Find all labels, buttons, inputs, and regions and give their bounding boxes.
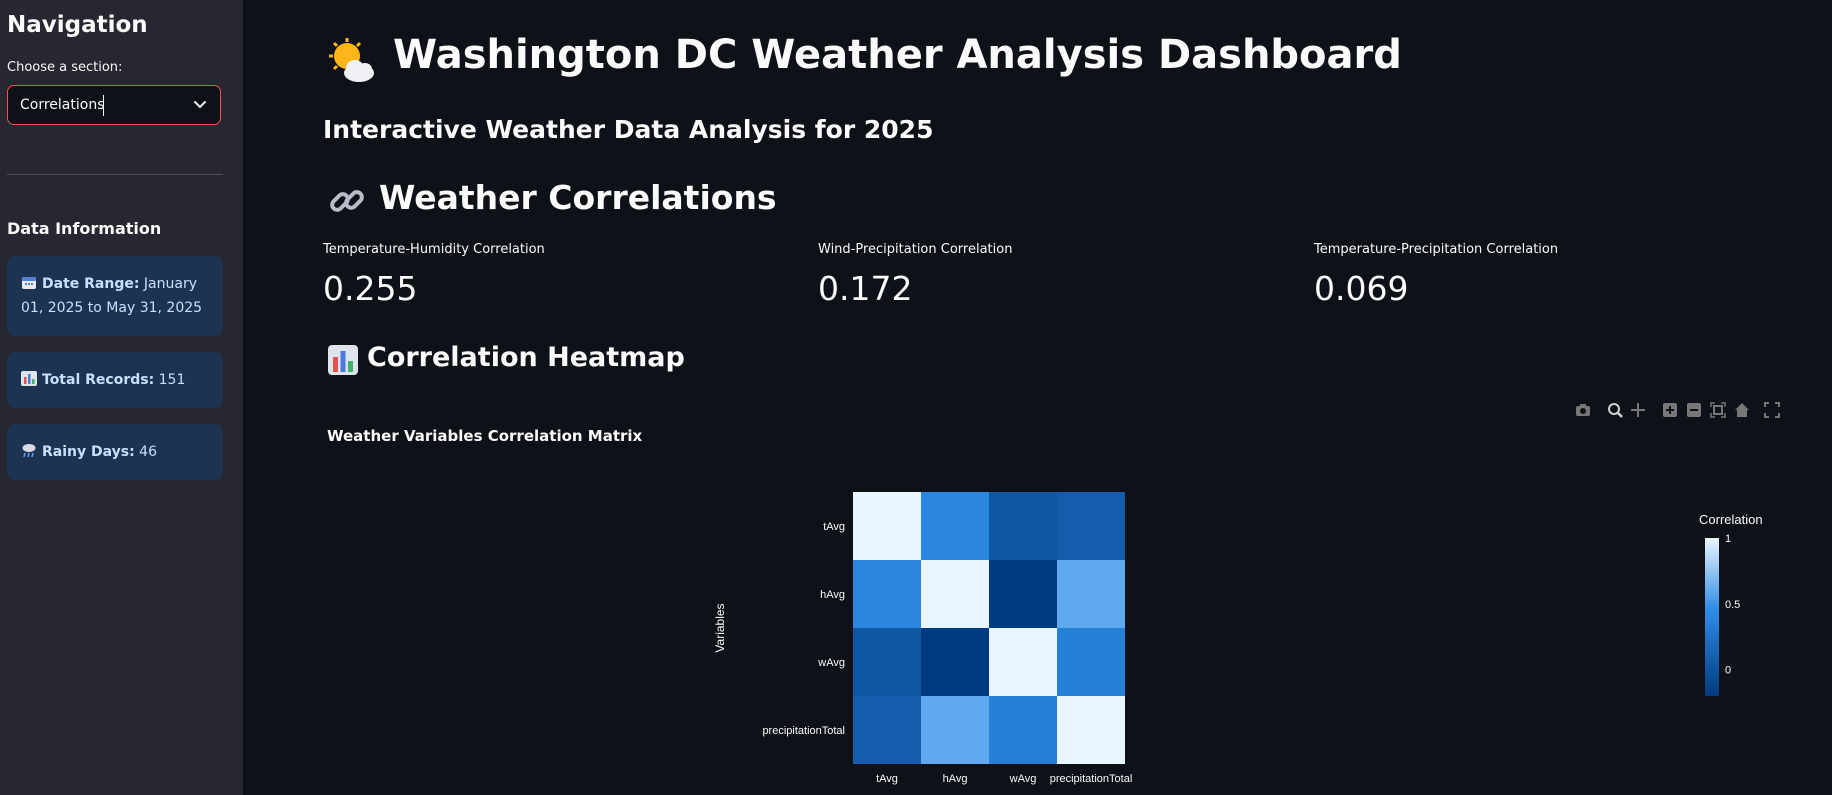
x-tick-label: hAvg: [943, 773, 968, 785]
rainy-days-value: 46: [139, 444, 157, 460]
date-range-card: Date Range: January 01, 2025 to May 31, …: [7, 256, 223, 336]
heatmap-cell[interactable]: [1057, 628, 1125, 696]
metric-label: Temperature-Humidity Correlation: [323, 242, 545, 257]
zoom-icon[interactable]: [1607, 402, 1623, 418]
heatmap-cell[interactable]: [1057, 696, 1125, 764]
heatmap-section-title: Correlation Heatmap: [367, 342, 685, 373]
sidebar: Navigation Choose a section: Correlation…: [0, 0, 243, 795]
camera-icon[interactable]: [1575, 402, 1591, 418]
y-tick-labels: tAvg hAvg wAvg precipitationTotal: [762, 521, 845, 737]
metric-wind-precipitation: Wind-Precipitation Correlation 0.172: [818, 242, 1012, 308]
x-tick-labels: tAvg hAvg wAvg precipitationTotal: [876, 773, 1132, 785]
pan-icon[interactable]: [1630, 402, 1646, 418]
section-select[interactable]: Correlations: [7, 85, 221, 125]
metric-temp-humidity: Temperature-Humidity Correlation 0.255: [323, 242, 545, 308]
sidebar-divider: [7, 174, 223, 175]
colorbar-tick-label: 0.5: [1725, 599, 1740, 611]
text-cursor: [103, 95, 104, 116]
heatmap-cell[interactable]: [853, 696, 921, 764]
rainy-days-label: Rainy Days:: [42, 444, 135, 460]
heatmap-cell[interactable]: [989, 492, 1057, 560]
colorbar-title: Correlation: [1699, 512, 1763, 527]
metric-temp-precipitation: Temperature-Precipitation Correlation 0.…: [1314, 242, 1558, 308]
colorbar-ticks: 10.50: [1725, 533, 1740, 677]
section-title: Weather Correlations: [379, 178, 777, 217]
heatmap-cell[interactable]: [921, 560, 989, 628]
zoom-in-icon[interactable]: [1662, 402, 1678, 418]
heatmap-cell[interactable]: [1057, 560, 1125, 628]
heatmap-cell[interactable]: [989, 628, 1057, 696]
heatmap-cell[interactable]: [989, 560, 1057, 628]
metric-label: Temperature-Precipitation Correlation: [1314, 242, 1559, 257]
sun-behind-cloud-icon: [329, 38, 374, 82]
total-records-label: Total Records:: [42, 372, 155, 388]
heatmap-cell[interactable]: [921, 628, 989, 696]
autoscale-icon[interactable]: [1710, 402, 1726, 418]
total-records-card: Total Records: 151: [7, 352, 223, 408]
zoom-out-icon[interactable]: [1686, 402, 1702, 418]
date-range-label: Date Range:: [42, 276, 140, 292]
bar-chart-icon: [21, 370, 37, 386]
rain-cloud-icon: [21, 442, 37, 458]
x-tick-label: wAvg: [1009, 773, 1037, 785]
heatmap-cell[interactable]: [853, 628, 921, 696]
y-tick-label: tAvg: [823, 521, 845, 533]
section-select-label: Choose a section:: [7, 60, 123, 75]
metric-value: 0.255: [323, 269, 418, 308]
chart-title: Weather Variables Correlation Matrix: [327, 427, 643, 445]
heatmap-cell[interactable]: [1057, 492, 1125, 560]
y-axis-title: Variables: [713, 603, 727, 652]
page-title: Washington DC Weather Analysis Dashboard: [393, 32, 1402, 78]
heatmap-cell[interactable]: [853, 492, 921, 560]
total-records-value: 151: [158, 372, 186, 388]
colorbar: [1705, 538, 1719, 696]
metric-value: 0.172: [818, 269, 913, 308]
heatmap-cell[interactable]: [921, 696, 989, 764]
y-tick-label: hAvg: [820, 589, 845, 601]
x-tick-label: precipitationTotal: [1050, 773, 1133, 785]
link-icon: [330, 190, 364, 212]
x-tick-label: tAvg: [876, 773, 898, 785]
date-range-value: January 01, 2025 to May 31, 2025: [21, 276, 203, 316]
bar-chart-icon: [328, 345, 358, 375]
metric-value: 0.069: [1314, 269, 1409, 308]
calendar-icon: [21, 274, 37, 289]
reset-axes-icon[interactable]: [1734, 402, 1750, 418]
colorbar-tick-label: 1: [1725, 533, 1731, 545]
heatmap-cell[interactable]: [989, 696, 1057, 764]
y-tick-label: wAvg: [817, 657, 845, 669]
colorbar-tick-label: 0: [1725, 665, 1731, 677]
sidebar-title: Navigation: [7, 12, 148, 38]
heatmap-cell[interactable]: [853, 560, 921, 628]
rainy-days-card: Rainy Days: 46: [7, 424, 223, 480]
data-info-title: Data Information: [7, 219, 162, 238]
page-subtitle: Interactive Weather Data Analysis for 20…: [323, 115, 934, 144]
fullscreen-icon[interactable]: [1764, 402, 1780, 418]
main-content: Washington DC Weather Analysis Dashboard…: [243, 0, 1832, 795]
chevron-down-icon[interactable]: [192, 96, 208, 112]
metric-label: Wind-Precipitation Correlation: [818, 242, 1013, 257]
section-select-value: Correlations: [20, 97, 105, 113]
heatmap-cells: [853, 492, 1125, 764]
heatmap-cell[interactable]: [921, 492, 989, 560]
y-tick-label: precipitationTotal: [762, 725, 845, 737]
